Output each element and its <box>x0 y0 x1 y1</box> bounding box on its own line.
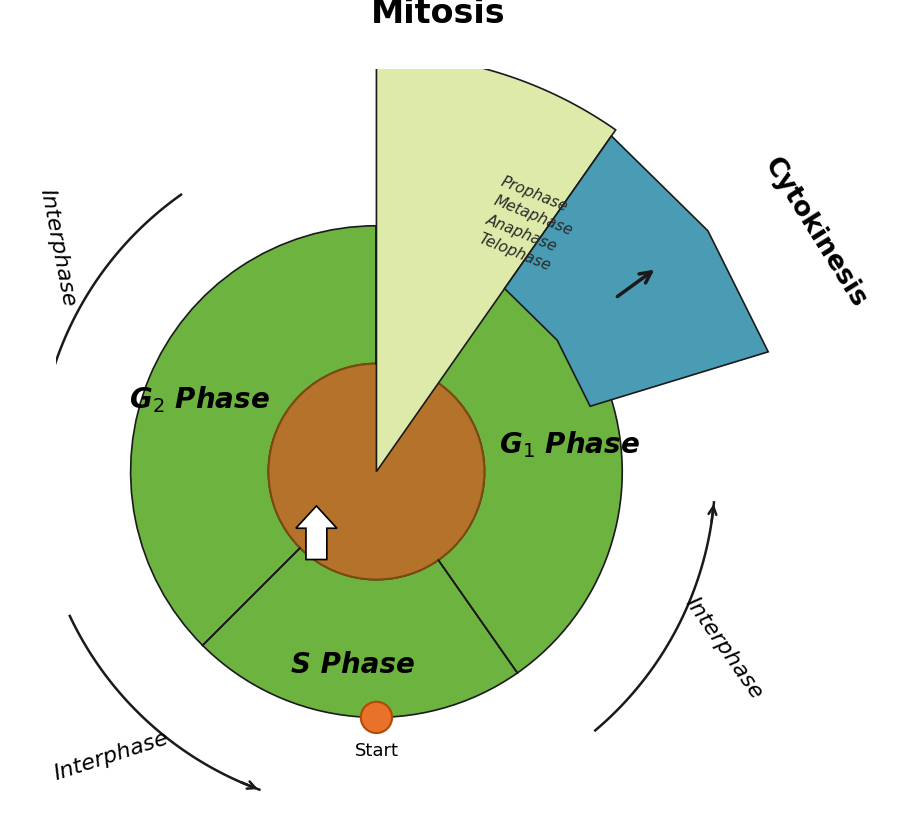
Wedge shape <box>376 225 622 673</box>
Polygon shape <box>505 136 769 406</box>
Wedge shape <box>202 548 518 717</box>
Wedge shape <box>130 225 376 645</box>
FancyArrow shape <box>296 506 337 560</box>
Text: Mitosis: Mitosis <box>371 0 506 29</box>
Circle shape <box>268 364 484 579</box>
Text: Prophase
Metaphase
Anaphase
Telophase: Prophase Metaphase Anaphase Telophase <box>476 174 582 276</box>
Text: Interphase: Interphase <box>36 188 78 309</box>
Circle shape <box>361 702 392 733</box>
Text: G$_1$ Phase: G$_1$ Phase <box>499 429 640 460</box>
Text: Start: Start <box>355 742 399 760</box>
Polygon shape <box>376 55 616 471</box>
Text: G$_2$ Phase: G$_2$ Phase <box>129 385 270 415</box>
Text: Interphase: Interphase <box>50 729 171 784</box>
Text: Cytokinesis: Cytokinesis <box>759 154 871 312</box>
Text: S Phase: S Phase <box>291 650 415 679</box>
Text: Interphase: Interphase <box>681 594 766 703</box>
